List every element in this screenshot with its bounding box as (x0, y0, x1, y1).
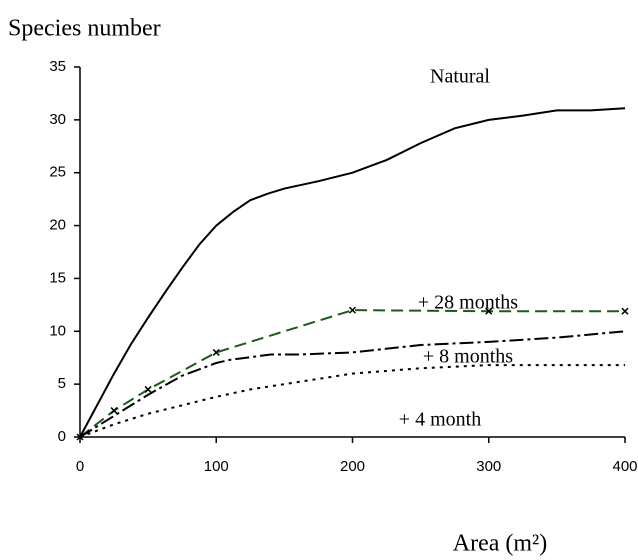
x-tick-label: 100 (204, 458, 229, 475)
y-tick-label: 5 (58, 375, 66, 392)
point-marker (348, 306, 357, 314)
x-tick-label: 200 (340, 458, 365, 475)
series-label: Natural (430, 66, 490, 88)
series-line (79, 364, 625, 438)
series-line (79, 330, 626, 438)
point-marker (144, 385, 152, 393)
chart-title: Species number (8, 16, 161, 42)
y-tick-label: 15 (49, 269, 66, 286)
y-tick-label: 25 (49, 164, 66, 181)
point-marker (485, 307, 493, 315)
x-axis-label: Area (m²) (453, 531, 547, 557)
y-tick-label: 10 (49, 322, 66, 339)
point-marker (212, 348, 220, 356)
point-marker (621, 307, 629, 315)
x-tick-label: 400 (612, 458, 637, 475)
y-tick-label: 0 (58, 428, 66, 445)
series-line (79, 107, 626, 438)
y-tick-label: 20 (49, 217, 66, 234)
series-label: + 8 months (423, 346, 513, 368)
y-tick-label: 30 (49, 111, 66, 128)
point-marker (110, 407, 118, 415)
y-tick-label: 35 (49, 58, 66, 75)
x-tick-label: 0 (76, 458, 84, 475)
series-label: + 28 months (418, 292, 518, 314)
series-label: + 4 month (399, 409, 481, 431)
x-tick-label: 300 (476, 458, 501, 475)
